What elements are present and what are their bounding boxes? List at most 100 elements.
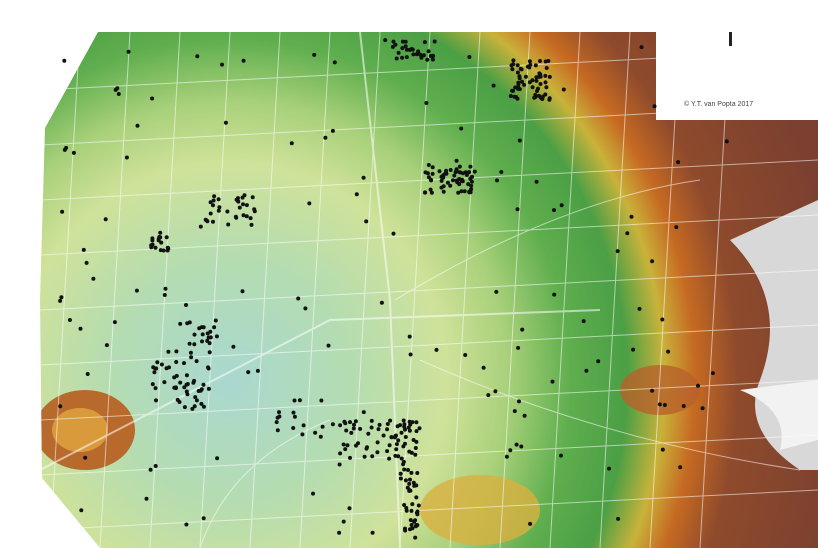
find-spot <box>413 452 418 457</box>
find-spot <box>400 39 405 44</box>
find-spot <box>211 219 215 224</box>
find-spot <box>430 171 435 176</box>
find-spot <box>391 39 396 44</box>
find-spot <box>394 447 399 452</box>
find-spot <box>150 382 155 387</box>
find-spot <box>178 321 183 326</box>
find-spot <box>434 347 439 352</box>
find-spot <box>184 522 189 527</box>
find-spot <box>625 231 630 236</box>
find-spot <box>519 67 524 72</box>
find-spot <box>345 443 350 448</box>
find-spot <box>341 519 346 524</box>
find-spot <box>413 446 418 450</box>
find-spot <box>241 202 245 207</box>
find-spot <box>60 209 65 214</box>
find-spot <box>650 259 655 264</box>
find-spot <box>404 47 409 52</box>
find-spot <box>470 174 474 179</box>
find-spot <box>534 75 539 80</box>
find-spot <box>523 74 528 79</box>
find-spot <box>681 404 686 408</box>
find-spot <box>678 465 683 470</box>
find-spot <box>650 388 655 393</box>
find-spot <box>481 365 486 370</box>
find-spot <box>456 190 461 195</box>
find-spot <box>193 395 198 400</box>
find-spot <box>64 145 69 150</box>
find-spot <box>231 344 236 349</box>
find-spot <box>495 178 499 183</box>
find-spot <box>528 62 533 67</box>
find-spot <box>530 85 535 90</box>
find-spot <box>385 449 390 454</box>
find-spot <box>241 58 246 63</box>
find-spot <box>511 58 516 63</box>
find-spot <box>394 56 399 61</box>
find-spot <box>212 194 217 199</box>
find-spot <box>406 468 410 472</box>
find-spot <box>519 444 524 449</box>
find-spot <box>453 169 458 174</box>
find-spot <box>364 446 369 451</box>
find-spot <box>401 462 406 467</box>
find-spot <box>58 404 63 409</box>
find-spot <box>460 177 465 182</box>
find-spot <box>194 359 199 364</box>
find-spot <box>343 447 348 452</box>
find-spot <box>445 180 450 185</box>
find-spot <box>381 433 386 438</box>
find-spot <box>467 170 472 175</box>
find-spot <box>662 403 667 407</box>
find-spot <box>383 38 388 43</box>
find-spot <box>413 535 418 540</box>
find-spot <box>404 508 409 513</box>
find-spot <box>192 332 197 337</box>
find-spot <box>451 178 455 183</box>
find-spot <box>400 55 405 60</box>
find-spot <box>464 173 469 177</box>
find-spot <box>159 362 164 367</box>
find-spot <box>472 169 477 174</box>
find-spot <box>58 298 63 303</box>
find-spot <box>216 197 221 202</box>
find-spot <box>152 370 157 375</box>
find-spot <box>241 213 246 218</box>
find-spot <box>162 293 167 297</box>
find-spot <box>596 359 601 364</box>
find-spot <box>248 216 253 221</box>
find-spot <box>494 289 499 294</box>
find-spot <box>244 203 249 208</box>
find-spot <box>615 249 620 254</box>
find-spot <box>379 300 384 305</box>
find-spot <box>387 456 392 461</box>
find-spot <box>428 177 433 182</box>
find-spot <box>163 286 168 291</box>
find-spot <box>516 82 521 87</box>
find-spot <box>244 214 249 219</box>
find-spot <box>516 85 521 89</box>
find-spot <box>226 222 231 227</box>
find-spot <box>430 57 435 62</box>
find-spot <box>508 94 513 98</box>
find-spot <box>208 200 213 205</box>
find-spot <box>337 530 342 535</box>
find-spot <box>200 339 204 344</box>
find-spot <box>538 59 542 63</box>
find-spot <box>277 410 281 415</box>
find-spot <box>403 478 408 483</box>
find-spot <box>409 508 414 513</box>
find-spot <box>537 93 541 98</box>
find-spot <box>150 238 155 243</box>
find-spot <box>62 58 67 63</box>
find-spot <box>399 430 404 435</box>
find-spot <box>225 209 230 214</box>
find-spot <box>201 325 206 330</box>
find-spot <box>343 421 348 426</box>
find-spot <box>159 240 164 245</box>
find-spot <box>115 86 120 91</box>
find-spot <box>148 467 153 472</box>
find-spot <box>155 360 160 365</box>
find-spot <box>81 247 86 252</box>
find-spot <box>164 235 169 240</box>
